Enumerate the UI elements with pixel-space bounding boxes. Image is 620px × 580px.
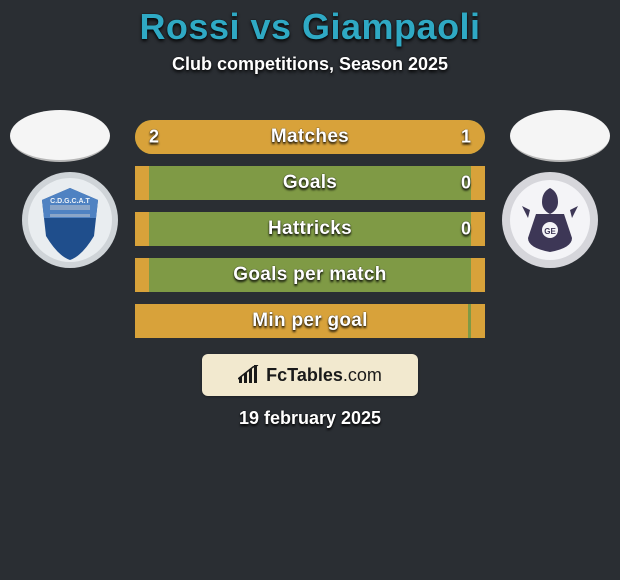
svg-text:C.D.G.C.A.T: C.D.G.C.A.T [50, 198, 90, 205]
subtitle: Club competitions, Season 2025 [0, 54, 620, 75]
brand-badge: FcTables.com [202, 354, 418, 396]
stat-row: Matches21 [135, 120, 485, 154]
stat-fill-left [135, 166, 149, 200]
page-title: Rossi vs Giampaoli [0, 6, 620, 48]
stat-row: Goals per match [135, 258, 485, 292]
stat-fill-right [471, 258, 485, 292]
stat-row: Goals0 [135, 166, 485, 200]
club-badge-right: GE [500, 170, 600, 270]
stat-track [135, 166, 485, 200]
stats-rows: Matches21 Goals0 Hattricks0 Goals per match… [135, 120, 485, 350]
club-badge-left: C.D.G.C.A.T [20, 170, 120, 270]
stat-row: Hattricks0 [135, 212, 485, 246]
stat-fill-right [366, 120, 485, 154]
date-label: 19 february 2025 [0, 408, 620, 429]
stat-track [135, 212, 485, 246]
shield-icon: GE [500, 170, 600, 270]
player-avatar-left [10, 110, 110, 162]
svg-text:GE: GE [544, 227, 556, 236]
stat-fill-right [471, 166, 485, 200]
stat-fill-right [471, 212, 485, 246]
stat-row: Min per goal [135, 304, 485, 338]
stat-track [135, 258, 485, 292]
chart-icon [238, 365, 260, 385]
stat-fill-left [135, 212, 149, 246]
stat-fill-left [135, 258, 149, 292]
shield-icon: C.D.G.C.A.T [20, 170, 120, 270]
brand-prefix: Fc [266, 365, 287, 385]
brand-suffix: .com [343, 365, 382, 385]
stat-fill-left [135, 120, 366, 154]
brand-main: Tables [287, 365, 343, 385]
card: Rossi vs Giampaoli Club competitions, Se… [0, 0, 620, 580]
stat-fill-left [135, 304, 468, 338]
stat-fill-right [471, 304, 485, 338]
brand-text: FcTables.com [266, 365, 382, 386]
player-avatar-right [510, 110, 610, 162]
